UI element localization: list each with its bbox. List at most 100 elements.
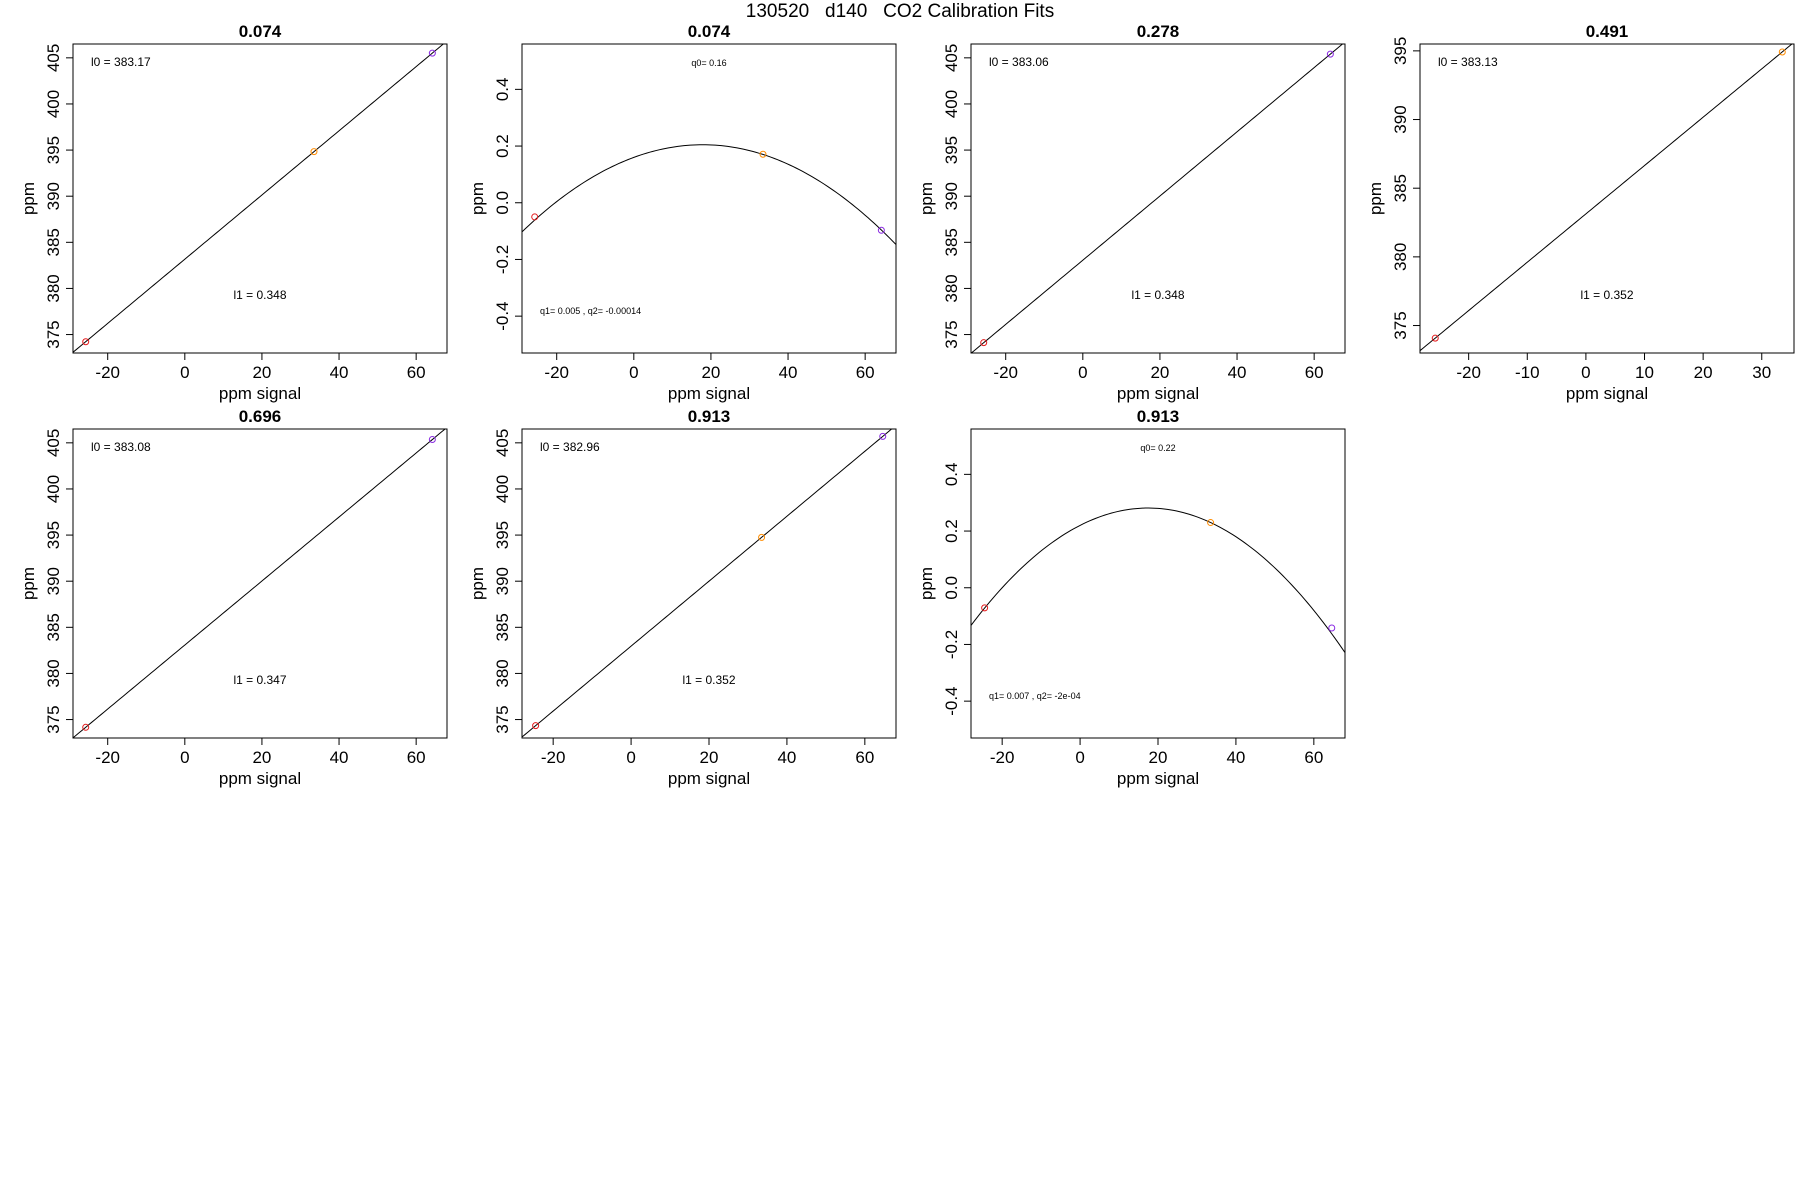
fit-annotation-bottom: l1 = 0.347 xyxy=(233,673,286,687)
y-tick-label: 0.2 xyxy=(942,519,961,543)
x-tick-label: 60 xyxy=(1304,748,1323,767)
chart-panel-2: 0.074 -20 0 20 40 60 -0.4 -0.2 0.0 0.2 0.4 ppm sign… xyxy=(468,22,897,403)
x-tick-label: 20 xyxy=(700,748,719,767)
y-tick-label: 385 xyxy=(942,228,961,256)
fit-annotation-bottom: l1 = 0.352 xyxy=(1580,288,1633,302)
data-point xyxy=(428,436,436,444)
y-axis-label: ppm xyxy=(468,182,487,215)
x-tick-label: 20 xyxy=(1150,363,1169,382)
y-tick-label: 385 xyxy=(44,228,63,256)
y-tick-label: 0.4 xyxy=(942,463,961,487)
x-tick-label: 40 xyxy=(1226,748,1245,767)
y-tick-label: 385 xyxy=(493,613,512,641)
panel-title: 0.696 xyxy=(239,407,282,426)
x-tick-label: 0 xyxy=(1075,748,1084,767)
panel-title: 0.074 xyxy=(239,22,282,41)
y-tick-label: -0.2 xyxy=(493,245,512,274)
data-point xyxy=(1328,624,1336,632)
plot-frame xyxy=(1419,43,1795,354)
chart-panel-3: 0.278 -20 0 20 40 60 375 380 385 390 395 400 405 ppm … xyxy=(917,22,1346,403)
x-axis-label: ppm signal xyxy=(1117,769,1199,788)
x-tick-label: 40 xyxy=(1228,363,1247,382)
x-axis-label: ppm signal xyxy=(668,769,750,788)
panel-title: 0.913 xyxy=(688,407,731,426)
data-point xyxy=(759,150,767,158)
panel-title: 0.913 xyxy=(1137,407,1180,426)
x-axis-label: ppm signal xyxy=(219,769,301,788)
chart-panel-7: 0.913 -20 0 20 40 60 -0.4 -0.2 0.0 0.2 0.4 ppm sign… xyxy=(917,407,1346,788)
y-tick-label: 400 xyxy=(44,90,63,118)
fit-line xyxy=(1420,44,1793,352)
x-tick-label: -20 xyxy=(1456,363,1481,382)
fit-line xyxy=(73,44,445,353)
x-tick-label: 0 xyxy=(180,748,189,767)
y-tick-label: 395 xyxy=(44,136,63,164)
figure-title: 130520 d140 CO2 Calibration Fits xyxy=(745,1,1055,22)
x-tick-label: -20 xyxy=(990,748,1015,767)
x-tick-label: -20 xyxy=(95,363,120,382)
y-axis-label: ppm xyxy=(1366,182,1385,215)
fit-annotation-top: l0 = 383.08 xyxy=(91,440,151,454)
plot-frame xyxy=(521,428,897,739)
y-tick-label: 400 xyxy=(942,90,961,118)
data-point xyxy=(879,432,887,440)
y-tick-label: 375 xyxy=(1391,311,1410,339)
chart-panel-6: 0.913 -20 0 20 40 60 375 380 385 390 395 400 405 ppm … xyxy=(468,407,897,788)
y-tick-label: 380 xyxy=(942,274,961,302)
y-tick-label: 380 xyxy=(1391,243,1410,271)
x-tick-label: 60 xyxy=(407,748,426,767)
y-axis-label: ppm xyxy=(19,567,38,600)
fit-curve xyxy=(522,144,896,245)
y-tick-label: 380 xyxy=(44,659,63,687)
x-tick-label: 0 xyxy=(626,748,635,767)
data-point xyxy=(82,338,90,346)
y-tick-label: 390 xyxy=(1391,105,1410,133)
y-tick-label: 385 xyxy=(1391,174,1410,202)
fit-annotation-top: l0 = 383.06 xyxy=(989,55,1049,69)
x-tick-label: 20 xyxy=(1694,363,1713,382)
data-point xyxy=(532,722,540,730)
x-tick-label: 60 xyxy=(856,363,875,382)
y-tick-label: 390 xyxy=(493,567,512,595)
y-tick-label: 375 xyxy=(44,320,63,348)
data-point xyxy=(531,213,539,221)
y-axis-label: ppm xyxy=(917,567,936,600)
x-tick-label: -20 xyxy=(541,748,566,767)
y-tick-label: 405 xyxy=(942,44,961,72)
y-tick-label: 380 xyxy=(493,659,512,687)
y-tick-label: 395 xyxy=(44,521,63,549)
y-tick-label: 390 xyxy=(44,567,63,595)
y-tick-label: 385 xyxy=(44,613,63,641)
y-tick-label: 0.4 xyxy=(493,78,512,102)
data-point xyxy=(980,339,988,347)
y-tick-label: 390 xyxy=(44,182,63,210)
x-tick-label: 40 xyxy=(779,363,798,382)
data-point xyxy=(758,533,766,541)
data-point xyxy=(1778,48,1786,56)
x-tick-label: 20 xyxy=(252,363,271,382)
x-tick-label: -20 xyxy=(993,363,1018,382)
y-axis-label: ppm xyxy=(917,182,936,215)
data-point xyxy=(877,226,885,234)
y-tick-label: 0.0 xyxy=(942,576,961,600)
fit-curve xyxy=(971,507,1345,653)
x-tick-label: 30 xyxy=(1752,363,1771,382)
x-tick-label: 0 xyxy=(180,363,189,382)
x-axis-label: ppm signal xyxy=(219,384,301,403)
fit-annotation-top: q0= 0.16 xyxy=(691,58,726,68)
y-tick-label: 400 xyxy=(44,475,63,503)
panel-title: 0.074 xyxy=(688,22,731,41)
fit-annotation-top: q0= 0.22 xyxy=(1140,443,1175,453)
data-point xyxy=(981,604,989,612)
data-point xyxy=(1207,519,1215,527)
fit-annotation-bottom: q1= 0.005 , q2= -0.00014 xyxy=(540,306,641,316)
fit-annotation-top: l0 = 383.13 xyxy=(1438,55,1498,69)
x-tick-label: 40 xyxy=(330,748,349,767)
y-tick-label: 380 xyxy=(44,274,63,302)
x-tick-label: 0 xyxy=(1581,363,1590,382)
y-tick-label: 405 xyxy=(44,429,63,457)
y-axis-label: ppm xyxy=(19,182,38,215)
fit-annotation-top: l0 = 383.17 xyxy=(91,55,151,69)
